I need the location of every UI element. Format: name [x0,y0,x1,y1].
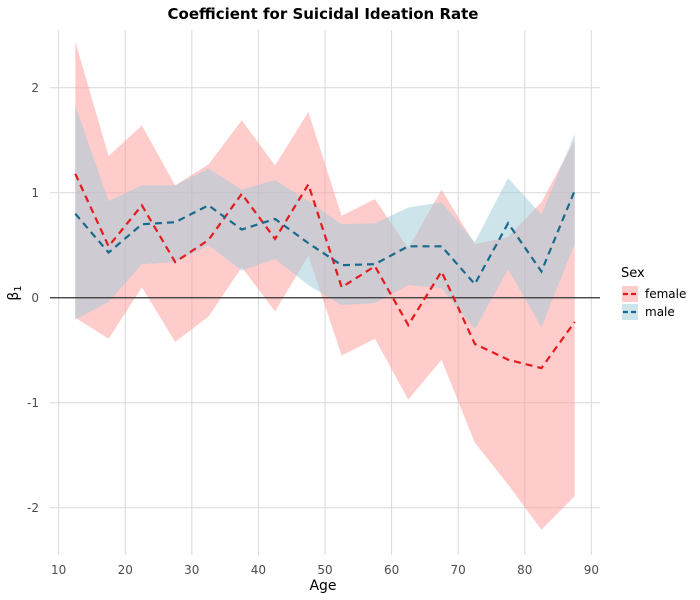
x-tick-label: 70 [451,563,466,577]
y-axis-label-subscript: 1 [13,285,24,291]
x-tick-label: 90 [584,563,599,577]
x-tick-label: 30 [184,563,199,577]
y-tick-label: 1 [31,186,39,200]
male-confidence-band [75,105,575,330]
y-tick-label: -1 [27,396,39,410]
y-axis-label-symbol: β [6,292,22,301]
chart-title: Coefficient for Suicidal Ideation Rate [168,5,479,23]
x-tick-label: 20 [118,563,133,577]
x-axis-label: Age [309,578,336,594]
female-series-line [74,173,576,370]
series-lines [74,173,576,370]
x-tick-label: 10 [51,563,66,577]
x-tick-label: 50 [317,563,332,577]
y-tick-label: 2 [31,81,39,95]
x-tick-label: 60 [384,563,399,577]
axis-ticks: 10 20 30 40 50 60 70 80 90 -2 -1 0 1 2 [27,81,599,577]
male-series-line [74,190,576,287]
male-legend-key [622,304,638,320]
x-tick-label: 80 [517,563,532,577]
legend-title: Sex [621,266,645,281]
x-tick-label: 40 [251,563,266,577]
y-axis-label: β1 [6,285,24,300]
female-legend-key [622,286,638,302]
male-legend-label: male [645,305,675,319]
confidence-bands [75,41,575,530]
y-tick-label: 0 [31,291,39,305]
y-tick-label: -2 [27,501,39,515]
legend: Sex female male [621,266,686,320]
female-legend-label: female [645,287,686,301]
